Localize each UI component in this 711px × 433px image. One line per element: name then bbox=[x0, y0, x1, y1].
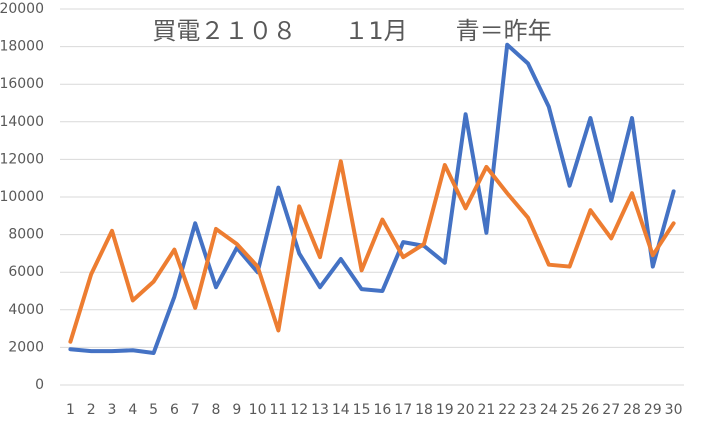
x-tick-label: 21 bbox=[477, 402, 495, 418]
y-tick-label: 4000 bbox=[8, 302, 44, 318]
x-tick-label: 26 bbox=[581, 402, 599, 418]
x-tick-label: 11 bbox=[269, 402, 287, 418]
x-tick-label: 28 bbox=[623, 402, 641, 418]
x-tick-label: 10 bbox=[249, 402, 267, 418]
x-tick-label: 15 bbox=[353, 402, 371, 418]
x-tick-label: 25 bbox=[561, 402, 579, 418]
y-tick-label: 8000 bbox=[8, 227, 44, 243]
x-tick-label: 22 bbox=[498, 402, 516, 418]
x-tick-label: 29 bbox=[644, 402, 662, 418]
chart-title: 買電２１０８ １1月 青＝昨年 bbox=[152, 17, 551, 45]
y-tick-label: 6000 bbox=[8, 264, 44, 280]
x-tick-label: 8 bbox=[212, 402, 221, 418]
y-tick-label: 0 bbox=[35, 377, 44, 393]
x-tick-label: 13 bbox=[311, 402, 329, 418]
x-tick-label: 27 bbox=[602, 402, 620, 418]
y-tick-label: 2000 bbox=[8, 339, 44, 355]
x-tick-label: 23 bbox=[519, 402, 537, 418]
x-tick-label: 5 bbox=[149, 402, 158, 418]
x-tick-label: 16 bbox=[373, 402, 391, 418]
x-tick-label: 9 bbox=[232, 402, 241, 418]
line-series bbox=[68, 42, 676, 356]
x-tick-label: 4 bbox=[128, 402, 137, 418]
x-tick-label: 18 bbox=[415, 402, 433, 418]
x-tick-label: 17 bbox=[394, 402, 412, 418]
x-tick-label: 12 bbox=[290, 402, 308, 418]
x-tick-label: 3 bbox=[108, 402, 117, 418]
line-series bbox=[68, 159, 676, 344]
y-tick-label: 18000 bbox=[0, 39, 44, 55]
x-tick-label: 20 bbox=[457, 402, 475, 418]
y-tick-label: 12000 bbox=[0, 151, 44, 167]
x-tick-label: 19 bbox=[436, 402, 454, 418]
x-tick-label: 2 bbox=[87, 402, 96, 418]
y-tick-label: 14000 bbox=[0, 114, 44, 130]
y-tick-label: 10000 bbox=[0, 189, 44, 205]
x-tick-label: 24 bbox=[540, 402, 558, 418]
y-tick-label: 20000 bbox=[0, 1, 44, 17]
x-tick-label: 14 bbox=[332, 402, 350, 418]
y-tick-label: 16000 bbox=[0, 76, 44, 92]
x-tick-label: 7 bbox=[191, 402, 200, 418]
x-tick-label: 30 bbox=[665, 402, 683, 418]
x-tick-label: 6 bbox=[170, 402, 179, 418]
x-tick-label: 1 bbox=[66, 402, 75, 418]
